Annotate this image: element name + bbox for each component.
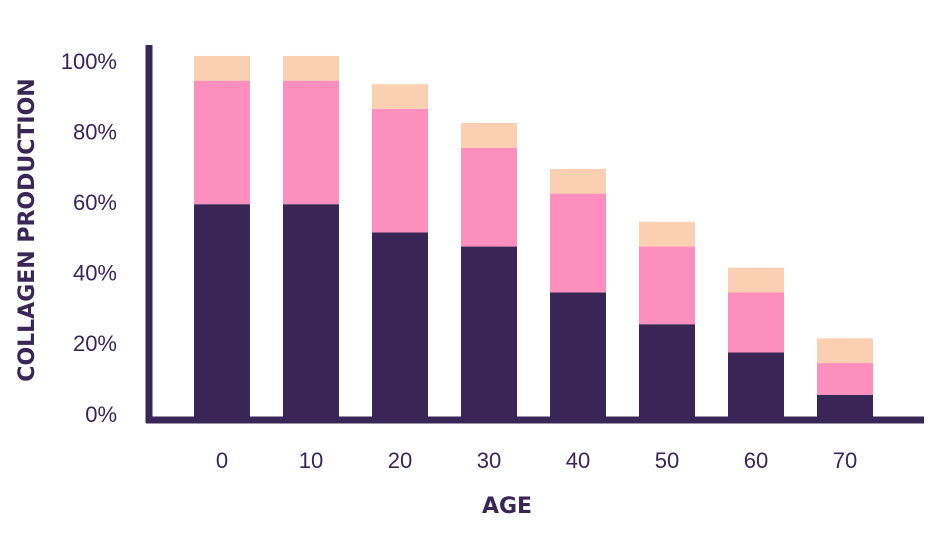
bar-segment-40-s2	[550, 193, 606, 293]
bar-segment-30-s1	[461, 246, 517, 420]
bar-segment-70-s3	[817, 338, 873, 364]
bar-segment-0-s1	[194, 204, 250, 420]
y-tick-label: 0%	[85, 402, 117, 427]
x-tick-label: 70	[833, 448, 857, 473]
y-axis-title: COLLAGEN PRODUCTION	[15, 78, 40, 381]
y-tick-labels: 0% 20% 40% 60% 80% 100%	[61, 49, 117, 427]
bar-segment-50-s1	[639, 324, 695, 420]
bar-segment-10-s1	[283, 204, 339, 420]
bar-segment-30-s3	[461, 123, 517, 148]
bar-segment-30-s2	[461, 147, 517, 247]
y-tick-label: 80%	[73, 119, 117, 144]
x-tick-label: 0	[216, 448, 228, 473]
y-tick-label: 20%	[73, 331, 117, 356]
x-tick-label: 10	[299, 448, 323, 473]
bar-segment-20-s3	[372, 84, 428, 109]
y-tick-label: 100%	[61, 49, 117, 74]
x-tick-label: 40	[566, 448, 590, 473]
bar-segment-50-s3	[639, 221, 695, 247]
bar-segment-60-s1	[728, 352, 784, 420]
bar-segment-70-s1	[817, 394, 873, 420]
x-tick-label: 60	[744, 448, 768, 473]
bar-segment-20-s2	[372, 108, 428, 233]
x-tick-label: 30	[477, 448, 501, 473]
bar-segment-10-s2	[283, 80, 339, 205]
bar-segment-40-s3	[550, 168, 606, 194]
x-tick-label: 50	[655, 448, 679, 473]
bar-segment-60-s2	[728, 292, 784, 353]
bars-group	[194, 55, 873, 420]
y-tick-label: 40%	[73, 261, 117, 286]
x-tick-label: 20	[388, 448, 412, 473]
bar-segment-10-s3	[283, 55, 339, 81]
bar-segment-20-s1	[372, 232, 428, 420]
bar-segment-0-s3	[194, 55, 250, 81]
bar-segment-40-s1	[550, 292, 606, 420]
bar-segment-60-s3	[728, 267, 784, 293]
x-axis-title: AGE	[482, 494, 532, 519]
x-tick-labels: 0 10 20 30 40 50 60 70	[216, 448, 857, 473]
bar-segment-70-s2	[817, 363, 873, 395]
bar-segment-50-s2	[639, 246, 695, 325]
bar-segment-0-s2	[194, 80, 250, 205]
y-tick-label: 60%	[73, 190, 117, 215]
